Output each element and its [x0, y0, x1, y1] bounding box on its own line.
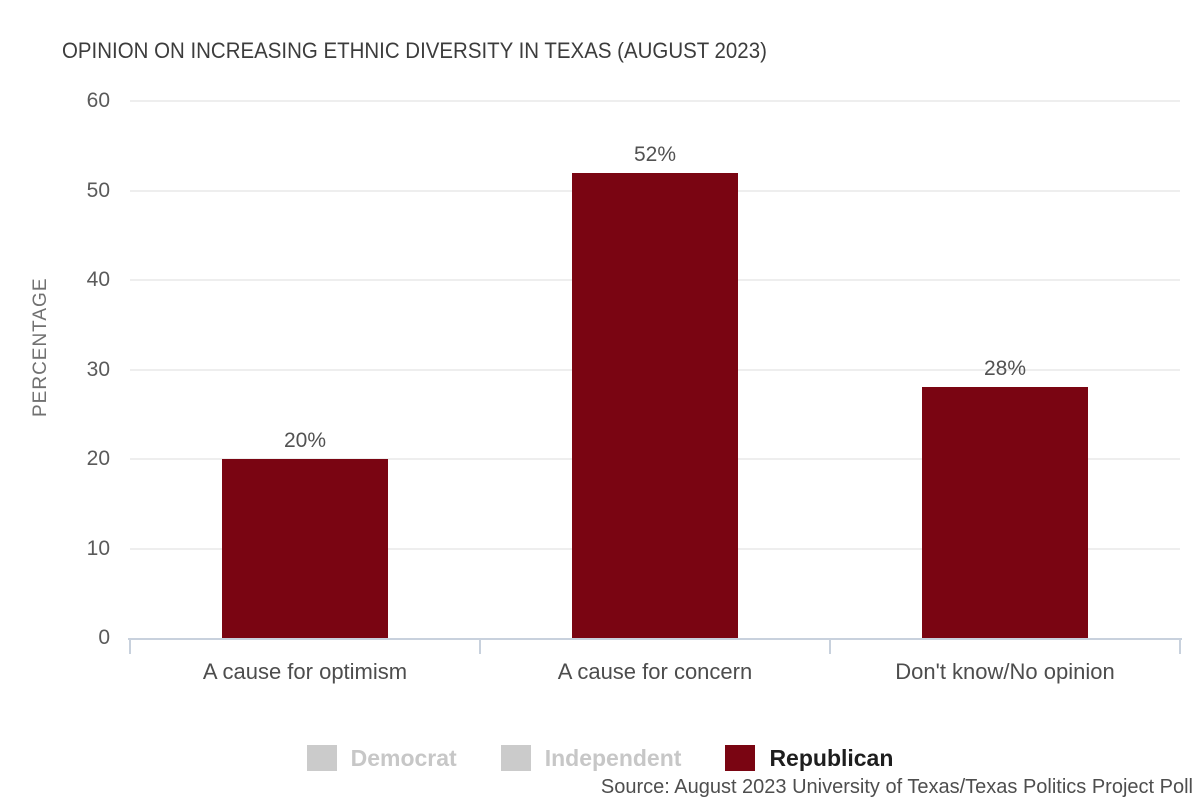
legend: Democrat Independent Republican: [0, 741, 1200, 775]
x-axis-tick: [479, 638, 481, 654]
y-tick-label: 60: [86, 89, 110, 112]
gridline: [130, 100, 1180, 102]
y-tick-label: 50: [86, 178, 110, 202]
bar-1: [572, 172, 738, 638]
bar-0: [222, 459, 388, 638]
source-note: Source: August 2023 University of Texas/…: [600, 776, 1193, 798]
x-axis-line: [128, 638, 1182, 640]
legend-label-democrat: Democrat: [350, 744, 457, 771]
y-tick-label: 10: [86, 536, 110, 560]
y-tick-label: 30: [86, 357, 110, 381]
y-axis-title: PERCENTAGE: [30, 277, 51, 417]
legend-item-independent[interactable]: Independent: [500, 744, 682, 772]
independent-swatch-icon: [500, 745, 531, 771]
legend-label-independent: Independent: [544, 744, 682, 771]
x-tick-label: Don't know/No opinion: [895, 659, 1115, 684]
legend-item-republican[interactable]: Republican: [725, 745, 893, 772]
democrat-swatch-icon: [306, 745, 337, 771]
x-tick-label: A cause for optimism: [202, 659, 408, 684]
y-tick-label: 20: [86, 447, 110, 470]
legend-label-republican: Republican: [769, 744, 894, 771]
x-axis-tick: [829, 638, 831, 654]
y-tick-label: 40: [86, 268, 110, 291]
x-axis-tick: [1179, 638, 1181, 654]
x-tick-label: A cause for concern: [557, 659, 753, 684]
bar-value-label: 20%: [283, 429, 327, 452]
legend-item-democrat[interactable]: Democrat: [306, 744, 457, 772]
bar-2: [922, 387, 1088, 638]
chart-title: OPINION ON INCREASING ETHNIC DIVERSITY I…: [62, 38, 767, 63]
x-axis-tick: [129, 638, 131, 654]
y-tick-label: 0: [98, 626, 110, 649]
bar-value-label: 28%: [983, 357, 1027, 381]
republican-swatch-icon: [725, 745, 756, 771]
bar-value-label: 52%: [633, 142, 677, 166]
